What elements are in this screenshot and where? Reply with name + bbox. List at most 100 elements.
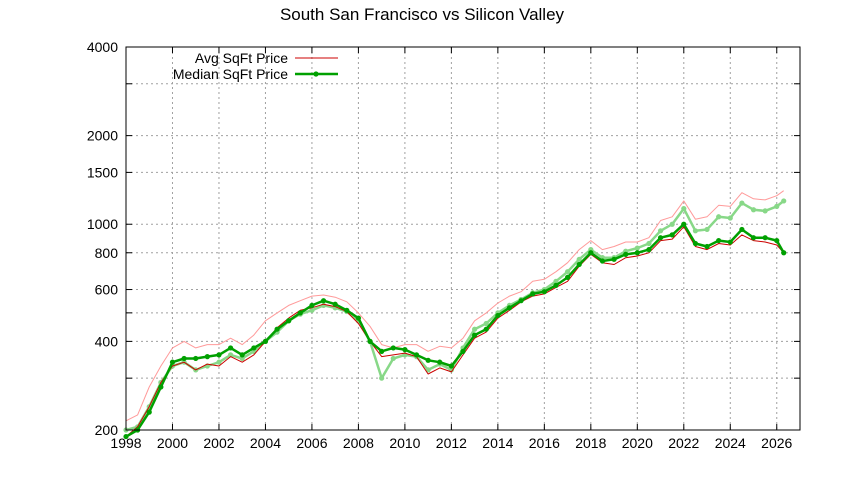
data-point — [657, 228, 664, 234]
data-point — [588, 250, 594, 256]
data-point — [781, 198, 787, 204]
data-point — [564, 269, 571, 275]
y-tick-label: 1500 — [87, 164, 118, 180]
x-tick-label: 2016 — [529, 435, 560, 451]
series-line — [125, 199, 785, 432]
data-point — [239, 355, 245, 362]
data-point — [634, 250, 640, 256]
y-tick-label: 400 — [95, 333, 119, 349]
data-point — [413, 352, 420, 358]
data-point — [576, 261, 582, 268]
axes: 1998 2000 2002 2004 2006 2008 2010 2012 2014 2016… — [87, 39, 800, 451]
data-point — [437, 359, 443, 365]
data-point — [576, 256, 582, 262]
data-point — [564, 274, 571, 280]
x-tick-label: 2006 — [296, 435, 327, 451]
data-point — [669, 232, 675, 238]
x-tick-label: 2002 — [203, 435, 234, 451]
data-point — [355, 315, 362, 321]
data-point — [495, 312, 501, 319]
data-point — [727, 215, 733, 221]
data-point — [781, 250, 787, 256]
series-line — [125, 222, 785, 438]
y-tick-label: 200 — [95, 422, 119, 438]
data-point — [472, 326, 478, 332]
y-tick-label: 600 — [95, 282, 119, 298]
data-point — [239, 352, 245, 358]
legend-marker — [313, 71, 319, 77]
data-point — [262, 338, 269, 344]
data-point — [553, 282, 559, 288]
grid-lines — [126, 47, 800, 430]
data-point — [646, 247, 652, 253]
x-tick-label: 2026 — [761, 435, 792, 451]
series-line — [125, 190, 784, 422]
data-point — [681, 206, 687, 212]
data-point — [739, 200, 745, 206]
data-point — [216, 352, 222, 358]
data-point — [599, 258, 606, 264]
data-point — [657, 235, 664, 241]
data-point — [460, 348, 466, 354]
x-tick-label: 1998 — [110, 435, 141, 451]
data-point — [320, 302, 327, 309]
data-point — [646, 240, 652, 247]
data-point — [530, 291, 536, 297]
data-point — [320, 298, 327, 304]
data-point — [309, 307, 315, 313]
data-point — [297, 310, 303, 316]
data-point — [704, 226, 710, 233]
series-line — [125, 226, 785, 437]
data-point — [158, 384, 164, 390]
data-point — [750, 207, 757, 213]
data-point — [518, 298, 524, 304]
x-tick-label: 2014 — [482, 435, 513, 451]
series-group — [123, 190, 787, 440]
data-point — [472, 332, 478, 338]
data-point — [379, 348, 385, 354]
x-tick-label: 2000 — [157, 435, 188, 451]
data-point — [681, 221, 687, 227]
x-tick-label: 2020 — [622, 435, 653, 451]
data-point — [286, 318, 292, 324]
x-tick-label: 2022 — [668, 435, 699, 451]
data-point — [483, 326, 489, 332]
data-point — [227, 345, 234, 351]
y-tick-label: 800 — [95, 245, 119, 261]
data-point — [762, 235, 768, 241]
data-point — [774, 237, 780, 244]
data-point — [774, 203, 780, 209]
data-point — [739, 226, 745, 233]
y-tick-label: 4000 — [87, 39, 118, 55]
data-point — [553, 278, 559, 284]
data-point — [611, 256, 617, 262]
y-tick-label: 2000 — [87, 128, 118, 144]
x-tick-label: 2024 — [715, 435, 746, 451]
data-point — [390, 345, 396, 351]
data-point — [425, 357, 431, 363]
data-point — [762, 208, 768, 214]
data-point — [716, 237, 722, 244]
legend-label: Avg SqFt Price — [195, 50, 288, 66]
data-point — [634, 245, 640, 251]
x-tick-label: 2012 — [436, 435, 467, 451]
data-point — [146, 409, 152, 415]
data-point — [506, 305, 513, 311]
data-point — [181, 355, 187, 362]
data-point — [367, 338, 373, 344]
data-point — [390, 355, 396, 362]
x-tick-label: 2010 — [389, 435, 420, 451]
plot-frame — [125, 46, 801, 431]
data-point — [448, 363, 454, 369]
data-point — [274, 326, 280, 332]
data-point — [193, 355, 199, 362]
y-tick-label: 1000 — [87, 216, 118, 232]
data-point — [204, 354, 210, 360]
data-point — [344, 307, 350, 313]
data-point — [623, 251, 629, 257]
data-point — [216, 359, 222, 365]
data-point — [669, 221, 675, 227]
data-point — [541, 289, 547, 295]
x-tick-label: 2018 — [575, 435, 606, 451]
